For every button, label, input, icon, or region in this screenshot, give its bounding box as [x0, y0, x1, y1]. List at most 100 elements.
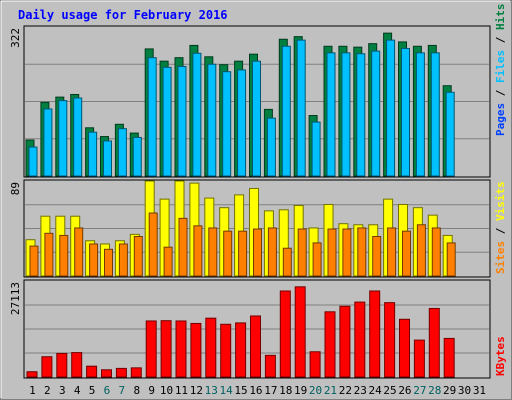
bar-kbytes-day-27: [413, 339, 425, 378]
x-tick-label: 22: [339, 384, 352, 397]
legend-sites: Sites: [494, 241, 507, 274]
bar-kbytes-day-21: [324, 311, 336, 378]
bar-kbytes-day-4: [71, 352, 83, 378]
x-tick-label: 6: [104, 384, 111, 397]
bar-files-day-4: [73, 97, 83, 177]
bar-files-day-5: [88, 131, 98, 177]
x-tick-label: 26: [398, 384, 411, 397]
x-tick-label: 2: [44, 384, 51, 397]
bar-sites-day-28: [431, 227, 441, 277]
x-tick-label: 23: [354, 384, 367, 397]
x-tick-label: 18: [279, 384, 292, 397]
bar-kbytes-day-19: [294, 286, 306, 378]
bar-sites-day-10: [163, 246, 173, 277]
x-tick-label: 31: [473, 384, 486, 397]
bar-sites-day-25: [387, 227, 397, 277]
bar-kbytes-day-9: [145, 320, 157, 378]
bar-kbytes-day-10: [160, 320, 172, 378]
bar-kbytes-day-11: [175, 320, 187, 378]
bar-files-day-1: [28, 146, 38, 177]
bar-files-day-2: [43, 108, 53, 177]
legend-hits: Hits: [494, 4, 507, 31]
x-tick-label: 16: [249, 384, 262, 397]
bar-files-day-11: [177, 65, 187, 177]
bar-kbytes-day-25: [384, 302, 396, 378]
bar-kbytes-day-3: [56, 352, 68, 378]
bar-kbytes-day-28: [428, 307, 440, 378]
bar-kbytes-day-5: [86, 365, 98, 378]
y-max-label-visits: 89: [9, 182, 22, 195]
bar-kbytes-day-8: [130, 367, 142, 378]
legend-hits-files-pages: Pages / Files / Hits: [494, 4, 507, 137]
legend-pages: Pages: [494, 103, 507, 136]
x-tick-label: 13: [205, 384, 218, 397]
x-tick-label: 8: [133, 384, 140, 397]
bar-kbytes-day-12: [190, 322, 202, 378]
legend-kbytes: KBytes: [494, 336, 507, 376]
bar-files-day-6: [103, 140, 112, 177]
x-tick-label: 21: [324, 384, 337, 397]
x-tick-label: 29: [443, 384, 456, 397]
x-tick-label: 4: [74, 384, 81, 397]
x-tick-label: 20: [309, 384, 322, 397]
bar-sites-day-2: [44, 232, 54, 277]
x-tick-label: 27: [413, 384, 426, 397]
bar-kbytes-day-24: [369, 290, 381, 378]
bar-sites-day-14: [223, 230, 233, 277]
bar-kbytes-day-29: [443, 337, 455, 378]
bar-kbytes-day-14: [220, 323, 232, 378]
bar-files-day-22: [341, 52, 351, 177]
bars: [25, 32, 456, 378]
bar-kbytes-day-20: [309, 351, 321, 378]
chart-title: Daily usage for February 2016: [18, 8, 228, 22]
bar-kbytes-day-17: [264, 354, 276, 378]
x-tick-label: 12: [190, 384, 203, 397]
bar-sites-day-1: [29, 245, 39, 277]
bar-files-day-28: [430, 52, 440, 177]
x-tick-label: 1: [29, 384, 36, 397]
bar-kbytes-day-18: [279, 290, 291, 378]
legend-separator: /: [494, 30, 507, 50]
bar-sites-day-26: [402, 230, 411, 277]
bar-files-day-12: [192, 52, 202, 177]
bar-files-day-16: [252, 60, 261, 177]
bar-kbytes-day-7: [115, 367, 127, 378]
bar-files-day-19: [296, 39, 306, 177]
bar-files-day-20: [311, 121, 321, 177]
x-tick-label: 25: [383, 384, 396, 397]
x-tick-label: 28: [428, 384, 441, 397]
bar-files-day-26: [401, 47, 410, 177]
bar-sites-day-17: [267, 227, 277, 277]
bar-kbytes-day-13: [205, 317, 217, 378]
bar-kbytes-day-22: [339, 305, 351, 378]
bar-files-day-17: [266, 117, 276, 177]
bar-sites-day-19: [297, 228, 307, 277]
bar-files-day-14: [222, 71, 232, 177]
bar-files-day-23: [356, 53, 366, 177]
bar-sites-day-7: [118, 243, 128, 277]
bar-sites-day-16: [253, 228, 262, 277]
x-tick-label: 11: [175, 384, 188, 397]
x-tick-label: 9: [148, 384, 155, 397]
bar-files-day-21: [326, 52, 336, 177]
bar-sites-day-15: [238, 230, 248, 277]
bar-sites-day-6: [104, 248, 113, 277]
bar-sites-day-27: [416, 224, 426, 277]
bar-sites-day-20: [312, 242, 322, 277]
bar-kbytes-day-2: [41, 356, 53, 378]
bar-sites-day-12: [193, 225, 203, 277]
bar-kbytes-day-23: [354, 301, 366, 378]
bar-files-day-29: [445, 91, 455, 177]
bar-sites-day-22: [342, 228, 352, 277]
bar-sites-day-21: [327, 228, 337, 277]
bar-files-day-18: [281, 45, 291, 177]
bar-sites-day-11: [178, 217, 188, 277]
bar-files-day-7: [117, 128, 127, 177]
legend-separator: /: [494, 221, 507, 241]
bar-sites-day-13: [208, 227, 218, 277]
bar-sites-day-29: [446, 242, 456, 277]
x-tick-label: 30: [458, 384, 471, 397]
bar-files-day-10: [162, 66, 172, 177]
x-tick-label: 3: [59, 384, 66, 397]
bar-kbytes-day-16: [250, 315, 261, 378]
